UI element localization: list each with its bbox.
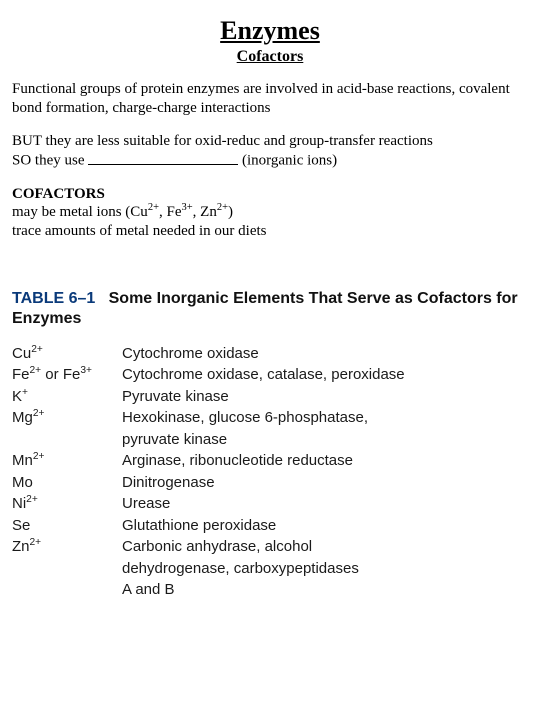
desc-cell: Dinitrogenase: [122, 472, 405, 494]
table-row: MoDinitrogenase: [12, 472, 405, 494]
ion-cell: Mg2+: [12, 407, 122, 429]
cf-sup3: 2+: [217, 202, 228, 213]
paragraph-1: Functional groups of protein enzymes are…: [12, 80, 528, 118]
paragraph-2: BUT they are less suitable for oxid-redu…: [12, 132, 528, 171]
ion-cell: Mn2+: [12, 450, 122, 472]
fill-blank: [88, 150, 238, 165]
cofactors-line1: may be metal ions (Cu2+, Fe3+, Zn2+): [12, 204, 233, 220]
cf-sep1: , Fe: [159, 204, 182, 220]
desc-cell: Urease: [122, 493, 405, 515]
ion-cell: [12, 558, 122, 580]
desc-cell: Hexokinase, glucose 6-phosphatase,: [122, 407, 405, 429]
ion-cell: Cu2+: [12, 343, 122, 365]
table-row: Mn2+Arginase, ribonucleotide reductase: [12, 450, 405, 472]
desc-cell: Arginase, ribonucleotide reductase: [122, 450, 405, 472]
table-row: dehydrogenase, carboxypeptidases: [12, 558, 405, 580]
para2-pre: SO they use: [12, 153, 88, 169]
cf-l1-a: may be metal ions (Cu: [12, 204, 148, 220]
desc-cell: Cytochrome oxidase, catalase, peroxidase: [122, 364, 405, 386]
table-label: TABLE 6–1: [12, 290, 95, 307]
cf-sup2: 3+: [181, 202, 192, 213]
table-block: TABLE 6–1 Some Inorganic Elements That S…: [12, 289, 528, 601]
ion-cell: Mo: [12, 472, 122, 494]
table-row: Zn2+Carbonic anhydrase, alcohol: [12, 536, 405, 558]
desc-cell: Carbonic anhydrase, alcohol: [122, 536, 405, 558]
table-row: SeGlutathione peroxidase: [12, 515, 405, 537]
cofactors-table: Cu2+Cytochrome oxidaseFe2+ or Fe3+Cytoch…: [12, 343, 405, 601]
ion-cell: [12, 429, 122, 451]
cofactors-label: COFACTORS: [12, 186, 105, 202]
page-title: Enzymes: [12, 16, 528, 46]
desc-cell: Pyruvate kinase: [122, 386, 405, 408]
ion-cell: Ni2+: [12, 493, 122, 515]
desc-cell: Cytochrome oxidase: [122, 343, 405, 365]
page-subtitle: Cofactors: [12, 48, 528, 66]
desc-cell: A and B: [122, 579, 405, 601]
desc-cell: dehydrogenase, carboxypeptidases: [122, 558, 405, 580]
ion-cell: Zn2+: [12, 536, 122, 558]
table-title-row: TABLE 6–1 Some Inorganic Elements That S…: [12, 289, 528, 329]
cofactors-line2: trace amounts of metal needed in our die…: [12, 223, 267, 239]
cf-sep2: , Zn: [193, 204, 217, 220]
desc-cell: pyruvate kinase: [122, 429, 405, 451]
para2-post: (inorganic ions): [238, 153, 337, 169]
ion-cell: Se: [12, 515, 122, 537]
cf-l1-end: ): [228, 204, 233, 220]
table-row: pyruvate kinase: [12, 429, 405, 451]
ion-cell: K+: [12, 386, 122, 408]
para2-line-a: BUT they are less suitable for oxid-redu…: [12, 133, 433, 149]
desc-cell: Glutathione peroxidase: [122, 515, 405, 537]
cofactors-block: COFACTORS may be metal ions (Cu2+, Fe3+,…: [12, 185, 528, 241]
table-row: K+Pyruvate kinase: [12, 386, 405, 408]
cf-sup1: 2+: [148, 202, 159, 213]
table-row: Fe2+ or Fe3+Cytochrome oxidase, catalase…: [12, 364, 405, 386]
table-row: Mg2+Hexokinase, glucose 6-phosphatase,: [12, 407, 405, 429]
table-row: Cu2+Cytochrome oxidase: [12, 343, 405, 365]
table-row: A and B: [12, 579, 405, 601]
ion-cell: Fe2+ or Fe3+: [12, 364, 122, 386]
ion-cell: [12, 579, 122, 601]
table-row: Ni2+Urease: [12, 493, 405, 515]
